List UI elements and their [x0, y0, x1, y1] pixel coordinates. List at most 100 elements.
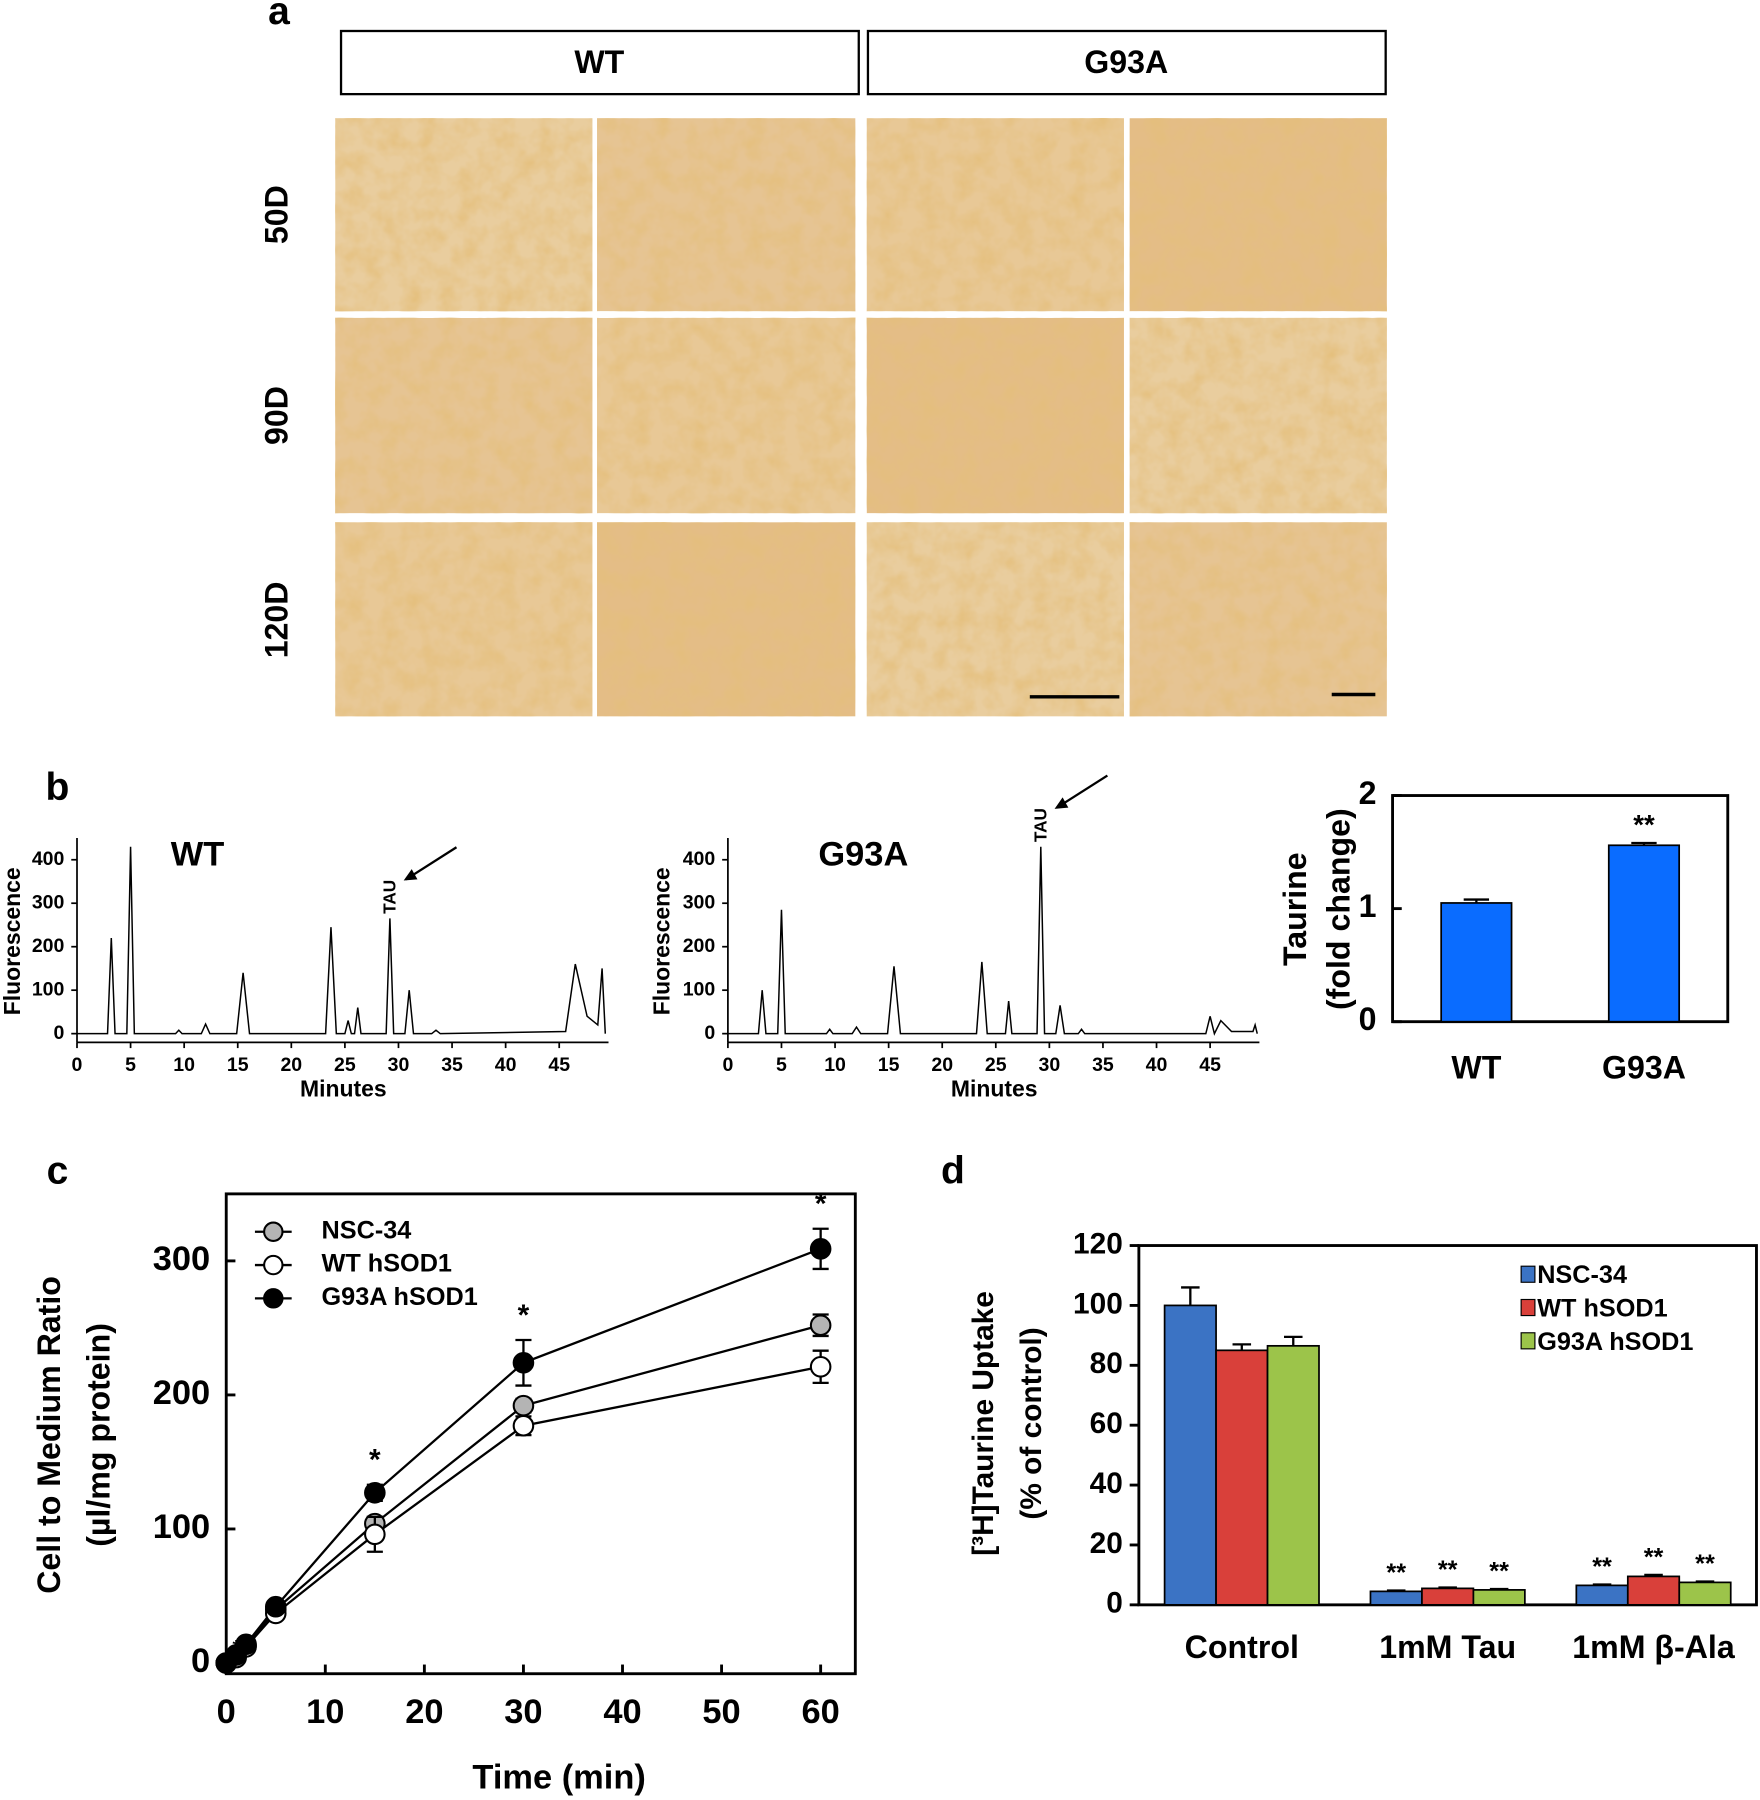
x-tick-label: 20: [280, 1054, 302, 1076]
y-tick-label: 0: [704, 1022, 715, 1044]
header-box: [339, 29, 860, 96]
marker: [809, 1355, 832, 1378]
x-tick-label: 60: [801, 1693, 839, 1731]
legend-label: NSC-34: [1537, 1261, 1627, 1289]
x-tick-label: WT: [1451, 1049, 1501, 1085]
x-tick-label: 30: [504, 1693, 542, 1731]
x-axis-label: Time (min): [472, 1758, 645, 1796]
bar: [1626, 1575, 1681, 1606]
x-tick-label: 35: [1092, 1054, 1114, 1076]
x-tick-label: Control: [1185, 1629, 1299, 1665]
y-tick-label: 0: [1106, 1587, 1123, 1620]
x-axis-label: Minutes: [300, 1076, 387, 1102]
panel-label: a: [268, 0, 290, 33]
panel-label: c: [47, 1150, 69, 1193]
bar: [1607, 844, 1681, 1023]
y-tick-label: 0: [54, 1022, 65, 1044]
micrograph-texture: [866, 522, 1124, 717]
y-tick-label: 300: [153, 1240, 210, 1278]
marker: [809, 1238, 832, 1260]
y-axis-label: (fold change): [1320, 808, 1356, 1010]
x-tick-label: 0: [722, 1054, 733, 1076]
x-tick-label: 5: [125, 1054, 136, 1076]
x-tick-label: 1mM Tau: [1379, 1629, 1516, 1665]
chart-title: WT: [171, 835, 225, 873]
y-tick-label: 80: [1090, 1347, 1123, 1380]
micrograph-texture: [335, 317, 593, 514]
bar: [1440, 902, 1513, 1023]
x-tick-label: 50: [702, 1693, 740, 1731]
legend-marker: [263, 1288, 284, 1309]
marker: [364, 1481, 386, 1504]
micrograph-texture: [597, 118, 856, 312]
x-tick-label: 25: [334, 1054, 356, 1076]
y-tick-label: 100: [32, 978, 65, 1000]
x-tick-label: 30: [1039, 1054, 1061, 1076]
bar: [1266, 1344, 1320, 1606]
row-label: 90D: [259, 386, 295, 445]
x-tick-label: 45: [1199, 1054, 1221, 1076]
row-label: 50D: [259, 185, 295, 244]
x-tick-label: 10: [306, 1693, 344, 1731]
bar: [1163, 1304, 1217, 1606]
x-tick-label: 25: [985, 1054, 1007, 1076]
significance: **: [1386, 1559, 1406, 1587]
y-tick-label: 0: [191, 1642, 210, 1680]
significance: **: [1633, 809, 1655, 840]
legend-marker: [263, 1221, 284, 1242]
marker: [512, 1351, 535, 1374]
y-tick-label: 100: [1073, 1287, 1123, 1320]
marker: [364, 1523, 386, 1546]
y-tick-label: 400: [683, 848, 716, 870]
marker: [235, 1633, 257, 1656]
bar: [1421, 1587, 1475, 1606]
micrograph-texture: [597, 317, 856, 514]
bar: [1678, 1581, 1732, 1606]
bar: [1472, 1589, 1526, 1606]
x-tick-label: 5: [776, 1054, 787, 1076]
significance: **: [1592, 1553, 1612, 1581]
y-tick-label: 40: [1090, 1467, 1123, 1500]
series-line: [727, 846, 1258, 1036]
x-axis-label: Minutes: [951, 1076, 1038, 1102]
bar: [1215, 1349, 1269, 1606]
x-tick-label: 0: [217, 1693, 236, 1731]
legend-label: NSC-34: [322, 1216, 412, 1244]
arrow-head: [403, 869, 418, 881]
annotation: TAU: [380, 880, 400, 914]
y-axis-label: Cell to Medium Ratio: [31, 1276, 67, 1594]
y-tick-label: 100: [683, 978, 716, 1000]
micrograph-texture: [335, 118, 593, 312]
bar: [1369, 1590, 1423, 1606]
y-axis-label: Fluorescence: [649, 867, 675, 1015]
legend-marker: [263, 1254, 284, 1276]
header-box: [866, 29, 1387, 96]
y-tick-label: 2: [1359, 775, 1377, 811]
micrograph-texture: [1129, 522, 1387, 717]
x-tick-label: 40: [1146, 1054, 1168, 1076]
legend-label: G93A hSOD1: [322, 1283, 478, 1311]
arrow-head: [1054, 797, 1069, 809]
plot-frame: [224, 1192, 857, 1676]
y-tick-label: 200: [32, 935, 65, 957]
legend-swatch: [1520, 1265, 1536, 1283]
y-tick-label: 1: [1359, 888, 1377, 924]
legend-label: WT hSOD1: [1537, 1294, 1667, 1322]
row-label: 120D: [259, 581, 295, 658]
y-tick-label: 60: [1090, 1407, 1123, 1440]
significance: *: [369, 1444, 381, 1477]
micrograph-texture: [1129, 317, 1387, 514]
chart-title: G93A: [818, 835, 908, 873]
legend-swatch: [1520, 1298, 1536, 1317]
significance: **: [1489, 1558, 1509, 1586]
x-tick-label: 20: [931, 1054, 953, 1076]
y-tick-label: 200: [153, 1374, 210, 1412]
marker: [512, 1394, 535, 1417]
x-tick-label: 1mM β-Ala: [1572, 1629, 1736, 1665]
x-tick-label: 0: [72, 1054, 83, 1076]
x-tick-label: 15: [878, 1054, 900, 1076]
y-axis-label: (µl/mg protein): [81, 1323, 117, 1547]
significance: *: [518, 1299, 530, 1332]
series-line: [77, 846, 607, 1035]
